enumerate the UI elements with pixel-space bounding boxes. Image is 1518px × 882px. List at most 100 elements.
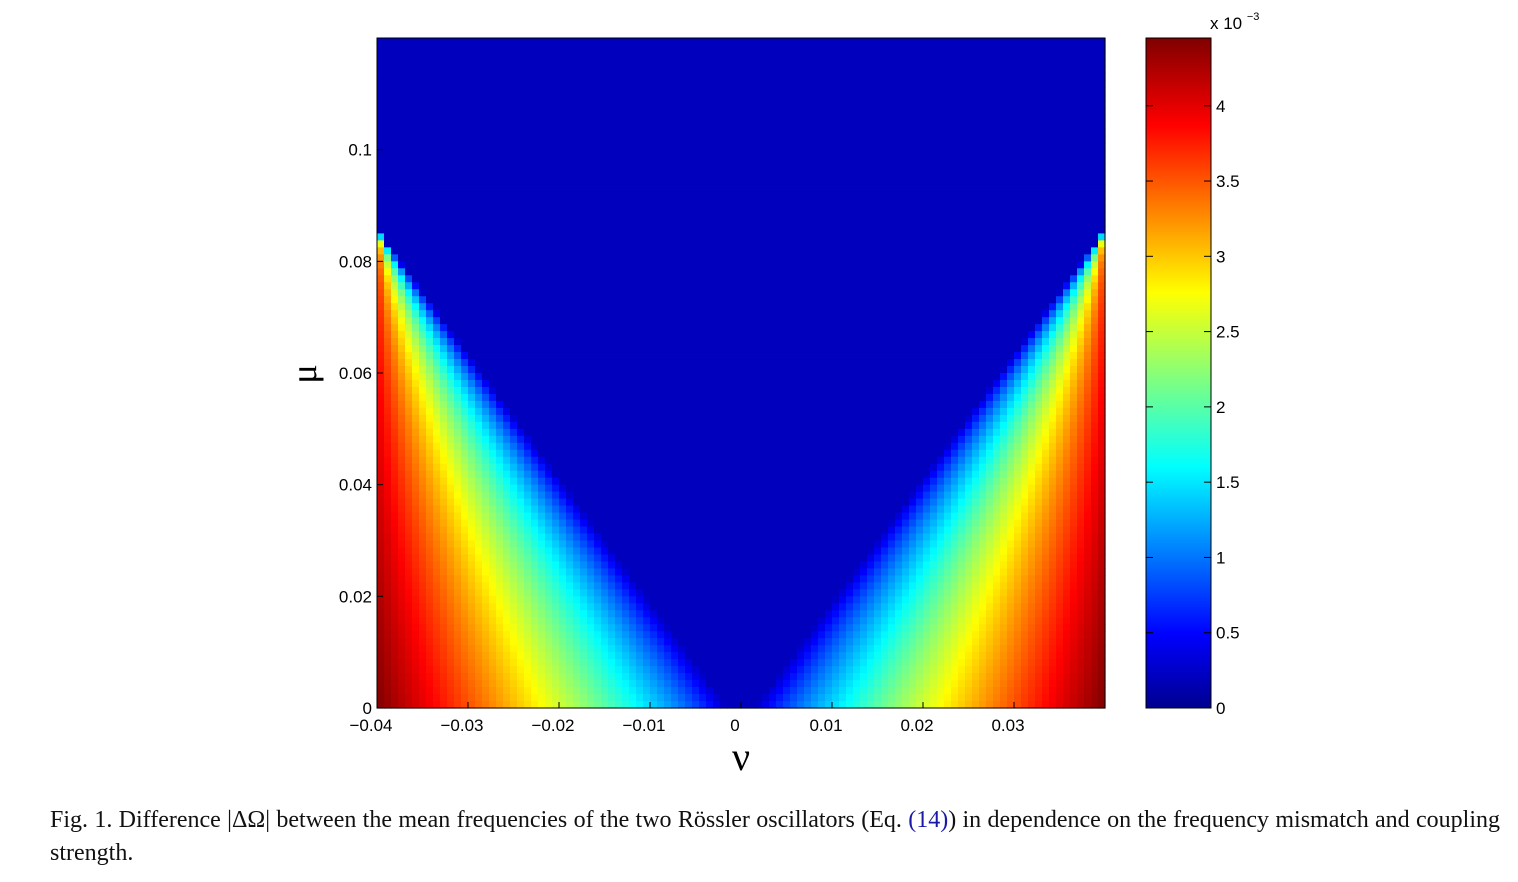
heatmap-cell bbox=[916, 275, 924, 283]
heatmap-cell bbox=[881, 303, 889, 311]
heatmap-cell bbox=[559, 128, 567, 137]
heatmap-cell bbox=[986, 72, 994, 81]
heatmap-cell bbox=[734, 38, 742, 46]
heatmap-cell bbox=[986, 184, 994, 193]
heatmap-cell bbox=[825, 324, 833, 332]
heatmap-cell bbox=[790, 44, 798, 53]
heatmap-cell bbox=[671, 86, 679, 95]
heatmap-cell bbox=[531, 359, 539, 367]
heatmap-cell bbox=[440, 114, 448, 123]
heatmap-cell bbox=[839, 86, 847, 95]
heatmap-cell bbox=[902, 163, 910, 172]
heatmap-cell bbox=[937, 324, 945, 332]
heatmap-cell bbox=[503, 121, 511, 130]
heatmap-cell bbox=[930, 149, 938, 158]
heatmap-cell bbox=[1063, 289, 1071, 297]
heatmap-cell bbox=[776, 93, 784, 102]
heatmap-cell bbox=[678, 310, 686, 318]
heatmap-cell bbox=[454, 303, 462, 311]
heatmap-cell bbox=[1042, 191, 1050, 200]
heatmap-cell bbox=[727, 177, 735, 186]
heatmap-cell bbox=[867, 212, 875, 221]
heatmap-cell bbox=[748, 58, 756, 67]
heatmap-cell bbox=[923, 100, 931, 109]
heatmap-cell bbox=[930, 184, 938, 193]
heatmap-cell bbox=[531, 44, 539, 53]
heatmap-cell bbox=[755, 310, 763, 318]
heatmap-cell bbox=[713, 247, 721, 255]
heatmap-cell bbox=[860, 226, 868, 235]
heatmap-cell bbox=[923, 121, 931, 130]
heatmap-cell bbox=[846, 289, 854, 297]
heatmap-cell bbox=[1070, 331, 1078, 339]
heatmap-cell bbox=[1084, 135, 1092, 144]
heatmap-cell bbox=[734, 219, 742, 228]
heatmap-cell bbox=[636, 58, 644, 67]
heatmap-cell bbox=[776, 268, 784, 276]
heatmap-cell bbox=[769, 205, 777, 214]
heatmap-cell bbox=[713, 212, 721, 221]
heatmap-cell bbox=[762, 275, 770, 283]
heatmap-cell bbox=[629, 135, 637, 144]
heatmap-cell bbox=[587, 128, 595, 137]
heatmap-cell bbox=[1021, 338, 1029, 346]
heatmap-cell bbox=[1091, 198, 1099, 207]
heatmap-cell bbox=[475, 163, 483, 172]
heatmap-cell bbox=[748, 114, 756, 123]
heatmap-cell bbox=[797, 79, 805, 88]
heatmap-cell bbox=[573, 51, 581, 60]
heatmap-cell bbox=[1091, 191, 1099, 200]
heatmap-cell bbox=[1028, 93, 1036, 102]
heatmap-cell bbox=[755, 317, 763, 325]
heatmap-cell bbox=[657, 233, 665, 241]
heatmap-cell bbox=[1056, 44, 1064, 53]
heatmap-cell bbox=[902, 142, 910, 151]
heatmap-cell bbox=[482, 268, 490, 276]
heatmap-cell bbox=[405, 72, 413, 81]
heatmap-cell bbox=[664, 247, 672, 255]
heatmap-cell bbox=[1007, 86, 1015, 95]
heatmap-cell bbox=[699, 93, 707, 102]
heatmap-cell bbox=[496, 86, 504, 95]
heatmap-cell bbox=[1021, 184, 1029, 193]
heatmap-cell bbox=[699, 317, 707, 325]
heatmap-cell bbox=[762, 261, 770, 269]
heatmap-cell bbox=[839, 324, 847, 332]
heatmap-cell bbox=[692, 317, 700, 325]
heatmap-cell bbox=[503, 247, 511, 255]
heatmap-cell bbox=[1007, 261, 1015, 269]
heatmap-cell bbox=[811, 191, 819, 200]
heatmap-cell bbox=[748, 289, 756, 297]
heatmap-cell bbox=[881, 65, 889, 74]
heatmap-cell bbox=[377, 212, 385, 221]
heatmap-cell bbox=[888, 44, 896, 53]
heatmap-cell bbox=[1077, 149, 1085, 158]
heatmap-cell bbox=[790, 170, 798, 179]
heatmap-cell bbox=[965, 219, 973, 228]
heatmap-cell bbox=[790, 163, 798, 172]
heatmap-cell bbox=[545, 86, 553, 95]
heatmap-cell bbox=[741, 254, 749, 262]
heatmap-cell bbox=[489, 58, 497, 67]
heatmap-cell bbox=[888, 352, 896, 360]
heatmap-cell bbox=[734, 282, 742, 290]
heatmap-cell bbox=[1014, 38, 1022, 46]
heatmap-cell bbox=[1049, 177, 1057, 186]
heatmap-cell bbox=[552, 247, 560, 255]
heatmap-cell bbox=[818, 219, 826, 228]
heatmap-cell bbox=[615, 261, 623, 269]
heatmap-cell bbox=[1014, 142, 1022, 151]
heatmap-cell bbox=[685, 135, 693, 144]
heatmap-cell bbox=[608, 303, 616, 311]
heatmap-cell bbox=[608, 289, 616, 297]
heatmap-cell bbox=[797, 135, 805, 144]
heatmap-cell bbox=[447, 324, 455, 332]
heatmap-cell bbox=[1035, 149, 1043, 158]
heatmap-cell bbox=[734, 317, 742, 325]
heatmap-cell bbox=[1091, 240, 1099, 248]
heatmap-cell bbox=[762, 93, 770, 102]
heatmap-cell bbox=[685, 303, 693, 311]
heatmap-cell bbox=[951, 331, 959, 339]
heatmap-cell bbox=[1063, 303, 1071, 311]
heatmap-cell bbox=[881, 331, 889, 339]
